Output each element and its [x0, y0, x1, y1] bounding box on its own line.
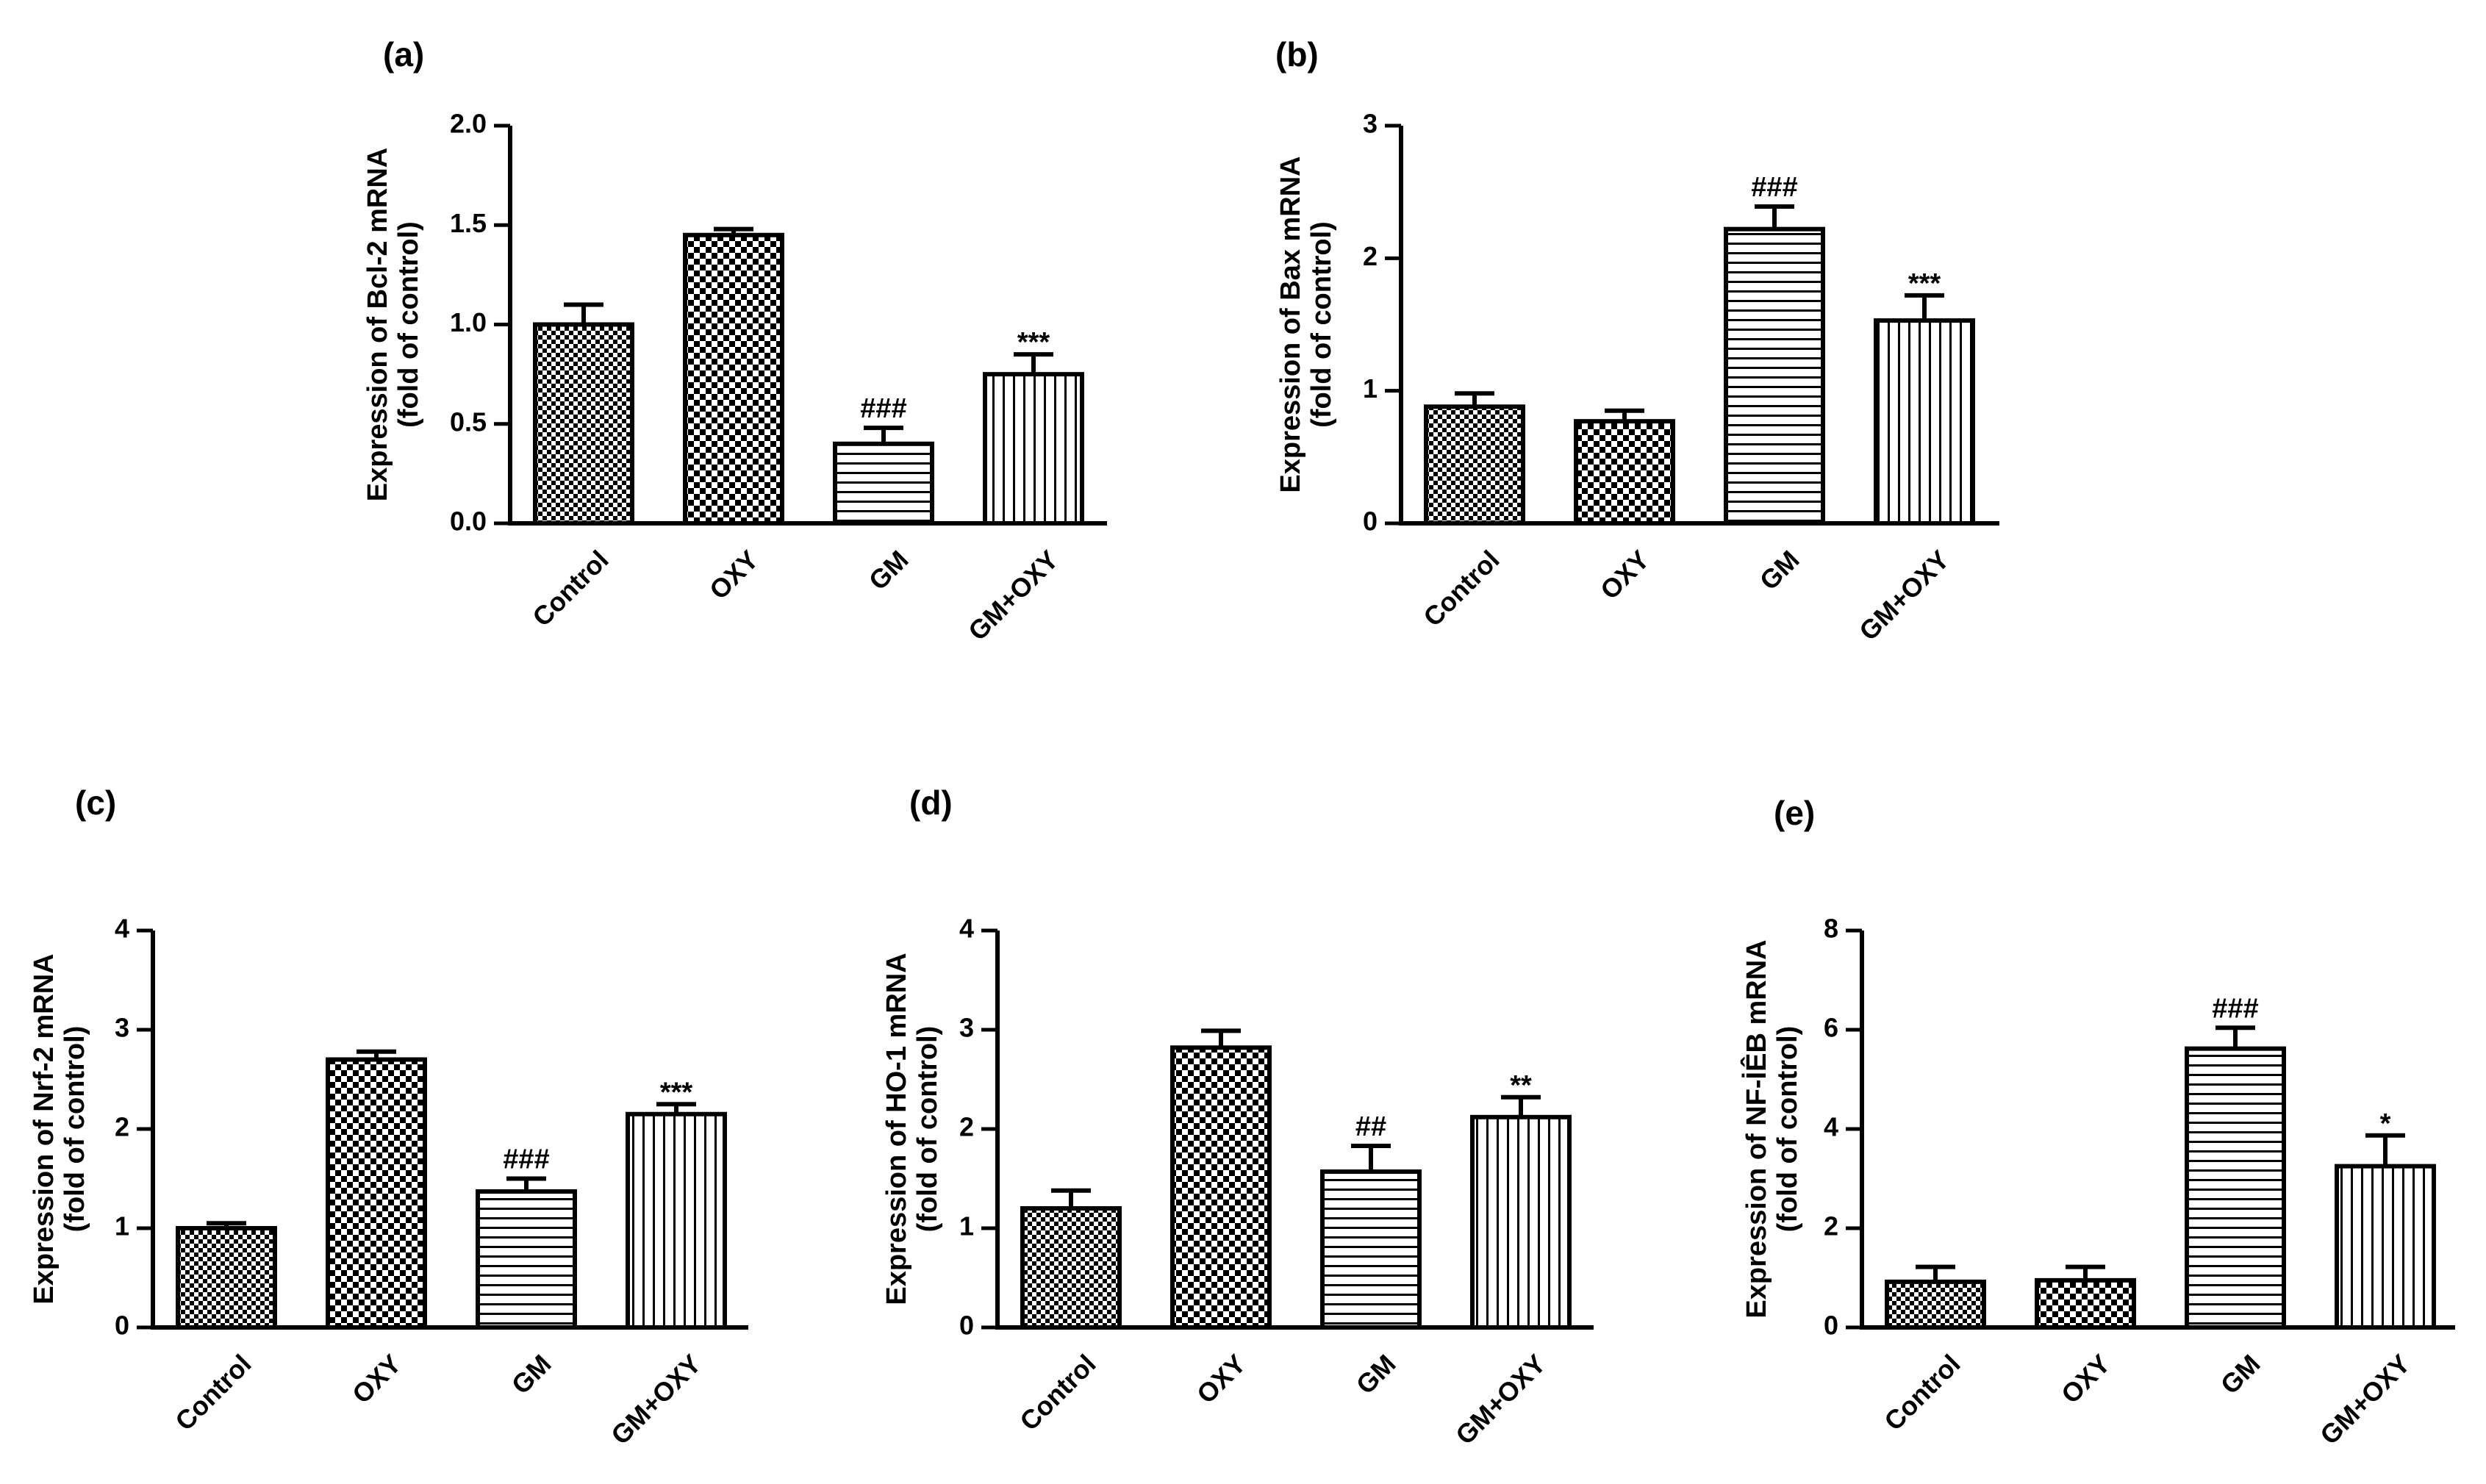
y-tick-label: 0 [115, 1311, 129, 1341]
significance-marker: * [2380, 1108, 2391, 1139]
bar-gm [1724, 226, 1825, 526]
bar-gm [833, 441, 934, 526]
x-tick-label: OXY [703, 545, 764, 606]
bar-control [533, 322, 634, 526]
x-tick-label: OXY [1191, 1349, 1252, 1410]
y-tick-label: 1.0 [450, 307, 487, 337]
bar-control [176, 1226, 277, 1330]
y-tick-label: 1.5 [450, 208, 487, 238]
significance-marker: ### [1751, 172, 1797, 203]
y-tick-label: 0 [1363, 506, 1378, 537]
x-tick-label: Control [169, 1349, 257, 1436]
x-tick-label: Control [1878, 1349, 1966, 1436]
y-tick-label: 2 [1363, 241, 1378, 271]
x-tick-label: GM [506, 1349, 557, 1400]
bar-gm [2185, 1046, 2286, 1330]
y-axis-title-line1: Expression of Nrf-2 mRNA [29, 953, 60, 1304]
x-tick-label: OXY [2055, 1349, 2116, 1410]
y-tick-label: 8 [1824, 914, 1838, 944]
significance-marker: ## [1355, 1111, 1386, 1142]
bar-gm [476, 1189, 577, 1330]
bar-gm-oxy [1470, 1114, 1572, 1330]
y-axis-title-line1: Expression of NF-İÊB mRNA [1740, 939, 1772, 1318]
significance-marker: ### [2212, 993, 2258, 1024]
bar-control [1885, 1279, 1986, 1330]
bar-gm-oxy [626, 1111, 727, 1330]
panel-label: (d) [909, 784, 953, 822]
panel-label: (b) [1275, 35, 1319, 74]
x-tick-label: GM+OXY [1853, 545, 1955, 647]
y-tick-label: 2.0 [450, 109, 487, 139]
x-tick-label: GM [1350, 1349, 1402, 1400]
significance-marker: *** [1017, 327, 1050, 358]
y-axis-title-line1: Expression of Bcl-2 mRNA [362, 148, 393, 501]
panel-label: (a) [383, 35, 424, 74]
y-tick-label: 0 [1824, 1311, 1838, 1341]
y-tick-label: 4 [115, 914, 129, 944]
x-tick-label: Control [526, 545, 614, 632]
bar-oxy [1574, 419, 1675, 526]
y-axis-title-line2: (fold of control) [1772, 1026, 1803, 1233]
y-tick-label: 0.5 [450, 406, 487, 437]
y-tick-label: 0.0 [450, 506, 487, 537]
chart-panel-a: (a) Expression of Bcl-2 mRNA (fold of cont… [362, 35, 1107, 646]
significance-marker: ### [503, 1144, 549, 1175]
significance-marker: ### [860, 393, 906, 424]
x-tick-label: GM [1754, 545, 1805, 596]
bar-control [1020, 1206, 1122, 1330]
panel-label: (c) [75, 784, 116, 822]
panel-label: (e) [1774, 794, 1815, 832]
x-tick-label: GM [863, 545, 914, 596]
chart-panel-c: (c) Expression of Nrf-2 mRNA (fold of cont… [29, 784, 748, 1450]
x-tick-label: Control [1417, 545, 1505, 632]
x-tick-label: OXY [1594, 545, 1655, 606]
x-tick-label: OXY [346, 1349, 407, 1410]
y-axis-title-line2: (fold of control) [60, 1026, 90, 1233]
y-tick-label: 1 [1363, 373, 1378, 404]
y-tick-label: 3 [115, 1013, 129, 1043]
bar-oxy [2035, 1277, 2136, 1330]
bar-gm-oxy [983, 372, 1084, 526]
y-tick-label: 0 [959, 1311, 974, 1341]
chart-panel-b: (b) Expression of Bax mRNA (fold of contro… [1275, 35, 1999, 646]
y-tick-label: 2 [115, 1112, 129, 1142]
y-tick-label: 2 [1824, 1211, 1838, 1241]
y-axis-title-line1: Expression of Bax mRNA [1275, 156, 1306, 492]
x-tick-label: GM+OXY [2314, 1349, 2416, 1451]
bar-gm [1320, 1169, 1422, 1330]
significance-marker: ** [1510, 1070, 1532, 1101]
chart-panel-e: (e) Expression of NF-İÊB mRNA (fold of con… [1740, 794, 2455, 1450]
bar-oxy [1170, 1045, 1272, 1330]
y-tick-label: 4 [959, 914, 974, 944]
panels: (a)Expression of Bcl-2 mRNA (fold of cont… [29, 35, 2455, 1450]
bar-oxy [326, 1057, 427, 1330]
bar-gm-oxy [1874, 318, 1975, 526]
y-axis-title-line2: (fold of control) [912, 1026, 943, 1233]
bar-oxy [683, 232, 784, 526]
chart-panel-d: (d) Expression of HO-1 mRNA (fold of contr… [881, 784, 1594, 1450]
y-tick-label: 1 [959, 1211, 974, 1241]
significance-marker: *** [1908, 268, 1941, 299]
bar-gm-oxy [2335, 1164, 2436, 1330]
significance-marker: *** [660, 1077, 693, 1108]
x-tick-label: GM+OXY [1450, 1349, 1552, 1451]
bar-control [1424, 404, 1525, 526]
x-tick-label: GM [2215, 1349, 2266, 1400]
x-tick-label: Control [1014, 1349, 1101, 1436]
y-tick-label: 1 [115, 1211, 129, 1241]
y-tick-label: 3 [1363, 109, 1378, 139]
y-axis-title-line1: Expression of HO-1 mRNA [881, 953, 912, 1305]
y-axis-title-line2: (fold of control) [1306, 221, 1337, 428]
y-tick-label: 3 [959, 1013, 974, 1043]
y-tick-label: 6 [1824, 1013, 1838, 1043]
x-tick-label: GM+OXY [962, 545, 1064, 647]
y-axis-title-line2: (fold of control) [393, 221, 424, 428]
y-tick-label: 4 [1824, 1112, 1838, 1142]
y-tick-label: 2 [959, 1112, 974, 1142]
x-tick-label: GM+OXY [605, 1349, 707, 1451]
